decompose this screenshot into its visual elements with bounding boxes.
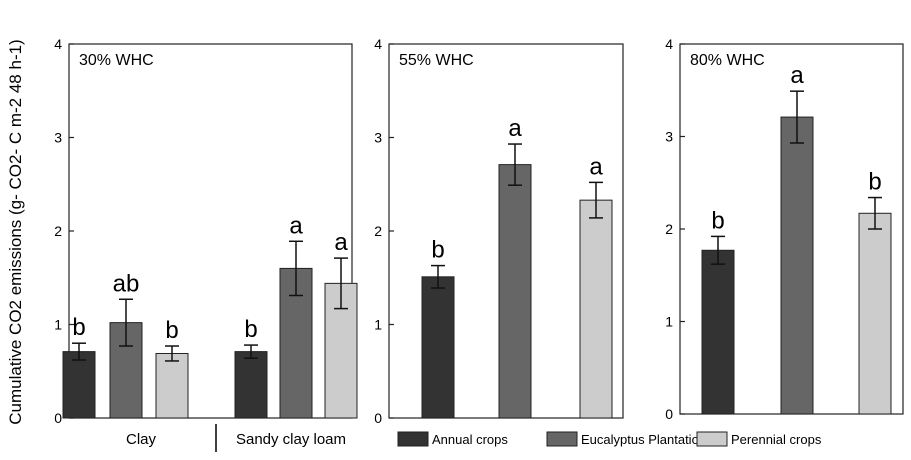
y-tick-label: 0 xyxy=(374,410,382,426)
legend-label: Eucalyptus Plantation xyxy=(581,432,706,447)
legend-swatch xyxy=(397,431,429,447)
panel-title: 80% WHC xyxy=(690,52,765,69)
y-tick-label: 2 xyxy=(665,221,673,237)
y-tick-label: 2 xyxy=(54,223,62,239)
y-tick-label: 4 xyxy=(374,36,382,52)
significance-letter: a xyxy=(589,153,603,180)
y-tick-label: 3 xyxy=(374,130,382,146)
y-tick-label: 0 xyxy=(665,406,673,422)
bar xyxy=(780,116,814,415)
panel-title: 30% WHC xyxy=(79,52,154,69)
y-tick-label: 3 xyxy=(665,129,673,145)
significance-letter: b xyxy=(165,317,178,344)
y-tick-label: 1 xyxy=(665,314,673,330)
significance-letter: a xyxy=(289,212,303,239)
y-tick-label: 1 xyxy=(54,317,62,333)
bar xyxy=(579,199,613,419)
significance-letter: b xyxy=(244,316,257,343)
legend-label: Annual crops xyxy=(432,432,508,447)
y-tick-label: 0 xyxy=(54,410,62,426)
significance-letter: a xyxy=(508,115,522,142)
y-tick-label: 2 xyxy=(374,223,382,239)
bar xyxy=(858,212,892,415)
category-label: Sandy clay loam xyxy=(236,431,346,448)
y-axis-label: Cumulative CO2 emissions (g- CO2- C m-2 … xyxy=(6,39,25,424)
y-tick-label: 4 xyxy=(54,36,62,52)
significance-letter: b xyxy=(72,314,85,341)
bar xyxy=(498,164,532,419)
panel-2: 0 1 2 3 4 55% WHC b a a xyxy=(374,36,624,426)
y-tick-label: 4 xyxy=(665,36,673,52)
panel-3: 0 1 2 3 4 80% WHC b a b xyxy=(665,36,904,422)
bar xyxy=(62,351,96,419)
significance-letter: a xyxy=(334,229,348,256)
significance-letter: b xyxy=(431,237,444,264)
bar xyxy=(421,276,455,419)
legend-label: Perennial crops xyxy=(731,432,822,447)
significance-letter: b xyxy=(711,207,724,234)
y-tick-label: 1 xyxy=(374,317,382,333)
bar xyxy=(701,249,735,415)
bar xyxy=(109,322,143,419)
y-tick-label: 3 xyxy=(54,130,62,146)
legend: Annual crops Eucalyptus Plantation Perenni… xyxy=(397,431,822,447)
bar xyxy=(155,352,189,419)
significance-letter: b xyxy=(868,169,881,196)
significance-letter: ab xyxy=(113,270,140,297)
significance-letter: a xyxy=(790,62,804,89)
legend-swatch xyxy=(696,431,728,447)
bar xyxy=(234,351,268,419)
category-label: Clay xyxy=(126,431,157,448)
panel-title: 55% WHC xyxy=(399,52,474,69)
legend-swatch xyxy=(546,431,578,447)
